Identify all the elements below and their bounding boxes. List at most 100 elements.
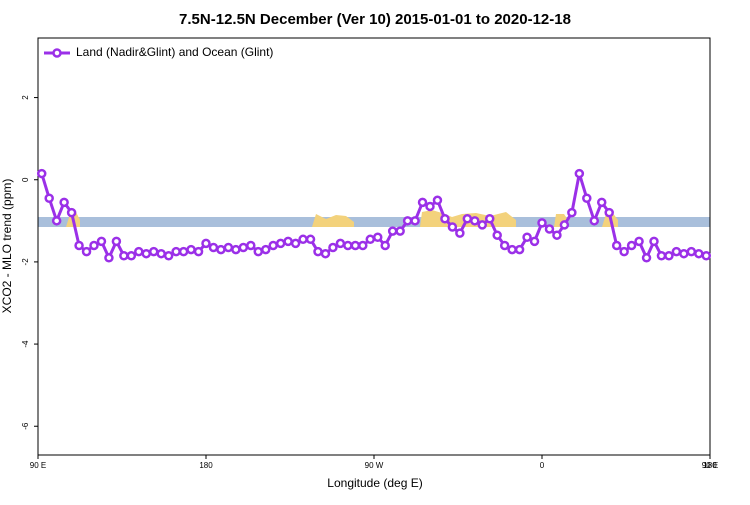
legend-marker: [52, 48, 62, 58]
x-tick-label: 0: [540, 461, 545, 470]
data-point: [343, 240, 353, 251]
data-point: [216, 244, 226, 255]
data-point: [89, 240, 99, 251]
data-point: [417, 197, 428, 208]
data-point: [611, 240, 622, 251]
data-point: [298, 234, 308, 245]
y-tick-label: -2: [21, 258, 30, 266]
data-point: [275, 238, 286, 249]
data-point: [365, 234, 376, 245]
data-point: [425, 201, 435, 212]
data-point: [320, 248, 331, 259]
data-point: [567, 207, 577, 218]
data-point: [671, 246, 682, 257]
data-point: [492, 230, 502, 240]
data-point: [440, 214, 450, 224]
data-point: [537, 218, 547, 228]
data-point: [141, 248, 152, 259]
data-point: [201, 238, 211, 249]
data-point: [268, 240, 278, 251]
data-point: [171, 246, 181, 257]
data-point: [148, 246, 159, 257]
data-point: [582, 193, 592, 203]
data-point: [395, 226, 405, 236]
data-point: [649, 236, 659, 247]
data-point: [313, 246, 323, 257]
x-axis-label: Longitude (deg E): [327, 476, 422, 490]
data-point: [559, 220, 570, 230]
data-point: [44, 193, 54, 203]
y-axis-label: XCO2 - MLO trend (ppm): [0, 179, 14, 314]
data-point: [208, 242, 219, 253]
data-point: [156, 248, 166, 259]
x-tick-label: 90 E: [702, 461, 718, 470]
chart-title: 7.5N-12.5N December (Ver 10) 2015-01-01 …: [179, 11, 571, 28]
data-point: [470, 216, 480, 226]
data-point: [328, 242, 338, 253]
data-point: [679, 248, 689, 259]
plot-frame: [37, 37, 711, 456]
data-point: [51, 216, 62, 226]
data-point: [74, 240, 84, 251]
data-point: [402, 216, 413, 226]
x-tick-label: 90 W: [365, 461, 384, 470]
data-point: [126, 250, 137, 261]
data-point: [380, 240, 390, 251]
data-point: [246, 240, 256, 251]
data-point: [701, 250, 712, 261]
data-point: [641, 253, 652, 263]
data-point: [66, 207, 77, 218]
data-point: [223, 242, 234, 253]
data-point: [410, 216, 420, 226]
data-point: [350, 240, 361, 251]
data-point: [656, 250, 667, 261]
data-point: [163, 250, 174, 261]
data-point: [529, 236, 540, 247]
data-point: [193, 246, 204, 257]
data-point: [544, 224, 555, 234]
y-tick-label: 0: [21, 177, 30, 182]
data-point: [619, 246, 629, 257]
data-point: [634, 236, 644, 247]
y-tick-label: -6: [21, 422, 30, 430]
legend-label: Land (Nadir&Glint) and Ocean (Glint): [76, 45, 273, 59]
data-point: [260, 244, 271, 255]
data-point: [484, 214, 495, 224]
data-point: [596, 197, 607, 208]
data-point: [335, 238, 346, 249]
data-point: [59, 197, 69, 208]
data-point: [231, 244, 241, 255]
data-point: [372, 232, 383, 243]
data-point: [686, 246, 697, 257]
data-point: [238, 242, 249, 253]
data-point: [664, 250, 674, 261]
data-point: [499, 240, 510, 251]
data-point: [358, 240, 368, 251]
x-tick-label: 90 E: [30, 461, 46, 470]
data-point: [253, 246, 264, 257]
ocean-band: [38, 217, 710, 227]
data-point: [447, 222, 458, 232]
data-point: [305, 234, 316, 245]
data-point: [604, 207, 614, 218]
data-point: [290, 238, 301, 249]
x-tick-label: 180: [199, 461, 213, 470]
data-point: [522, 232, 532, 243]
data-point: [626, 240, 637, 251]
data-point: [574, 168, 585, 179]
data-point: [96, 236, 107, 247]
y-tick-label: -4: [21, 340, 30, 348]
data-point: [477, 220, 488, 230]
data-point: [552, 230, 562, 240]
data-point: [283, 236, 293, 247]
data-point: [589, 216, 600, 226]
data-point: [104, 253, 114, 263]
data-point: [186, 244, 196, 255]
data-point: [387, 226, 398, 236]
data-point: [36, 168, 47, 179]
data-point: [111, 236, 122, 247]
data-point: [119, 250, 129, 261]
data-point: [462, 214, 473, 224]
data-point: [81, 246, 92, 257]
